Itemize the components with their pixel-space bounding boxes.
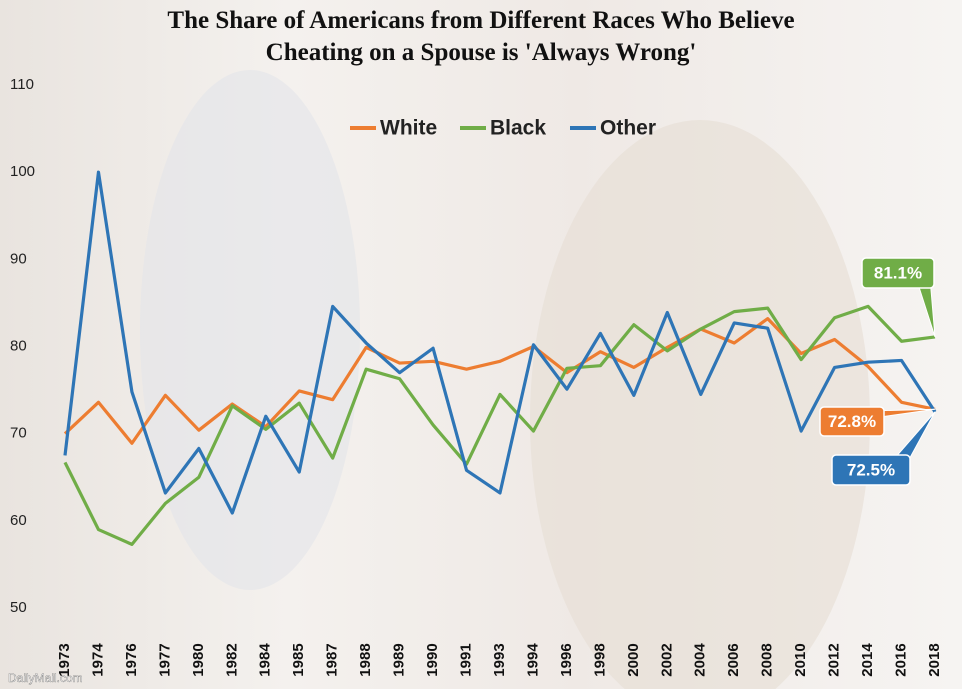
x-tick-label: 1991 xyxy=(458,643,475,676)
x-tick-label: 1977 xyxy=(156,643,173,676)
y-tick-label: 60 xyxy=(10,512,27,529)
x-tick-label: 2006 xyxy=(725,643,742,676)
y-tick-label: 90 xyxy=(10,250,27,267)
legend-label: Black xyxy=(490,117,546,140)
source: DailyMail.com xyxy=(8,671,83,685)
x-tick-label: 1976 xyxy=(123,643,140,676)
x-tick-label: 2004 xyxy=(692,643,709,677)
y-tick-label: 100 xyxy=(10,163,35,180)
background-figure xyxy=(140,70,360,590)
y-tick-label: 50 xyxy=(10,599,27,616)
x-tick-label: 2016 xyxy=(893,643,910,676)
chart-title: The Share of Americans from Different Ra… xyxy=(167,7,794,66)
y-tick-label: 80 xyxy=(10,337,27,354)
legend-label: White xyxy=(380,117,437,140)
data-label: 72.8% xyxy=(828,412,876,431)
x-tick-label: 2008 xyxy=(759,643,776,676)
x-tick-label: 2010 xyxy=(792,643,809,676)
x-tick-label: 2012 xyxy=(826,643,843,676)
x-tick-label: 1984 xyxy=(257,643,274,677)
x-tick-label: 1980 xyxy=(190,643,207,676)
x-tick-label: 1996 xyxy=(558,643,575,676)
x-tick-label: 2002 xyxy=(658,643,675,676)
x-tick-label: 2018 xyxy=(926,643,943,676)
y-tick-label: 70 xyxy=(10,425,27,442)
callout-box xyxy=(819,406,885,437)
x-tick-label: 1990 xyxy=(424,643,441,676)
y-tick-label: 110 xyxy=(10,76,34,93)
x-tick-label: 1998 xyxy=(591,643,608,676)
data-label: 81.1% xyxy=(874,263,922,282)
series-line xyxy=(63,304,936,546)
x-tick-label: 1973 xyxy=(56,643,73,676)
series-line xyxy=(63,170,937,515)
x-tick-label: 1989 xyxy=(391,643,408,676)
data-label: 72.5% xyxy=(847,460,895,479)
x-tick-label: 1985 xyxy=(290,643,307,676)
callout-box xyxy=(861,257,935,289)
legend-label: Other xyxy=(600,117,656,140)
background-figure xyxy=(530,120,870,689)
x-tick-label: 1974 xyxy=(89,643,106,677)
x-tick-label: 1994 xyxy=(524,643,541,677)
x-tick-label: 1988 xyxy=(357,643,374,676)
x-tick-label: 1993 xyxy=(491,643,508,676)
x-tick-label: 2000 xyxy=(625,643,642,676)
x-tick-label: 1982 xyxy=(223,643,240,676)
callout-box xyxy=(831,454,911,486)
x-tick-label: 2014 xyxy=(859,643,876,677)
x-tick-label: 1987 xyxy=(324,643,341,676)
